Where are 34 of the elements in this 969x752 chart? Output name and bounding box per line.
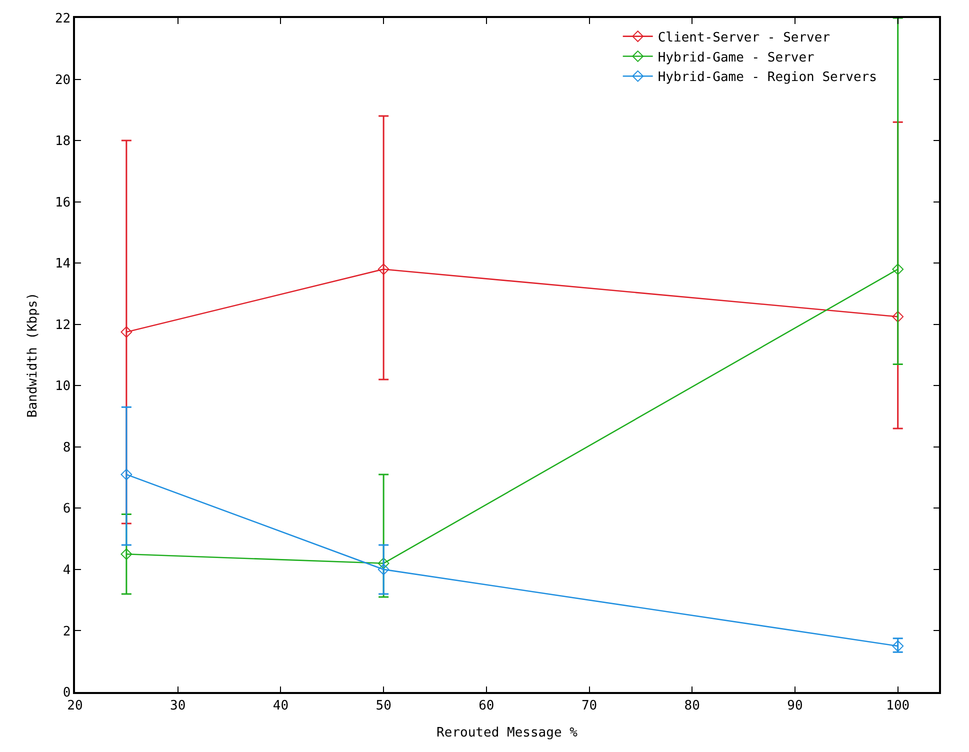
- x-tick-label: 90: [787, 698, 803, 714]
- legend-label: Client-Server - Server: [658, 30, 830, 46]
- point: [378, 264, 390, 275]
- legend-label: Hybrid-Game - Server: [658, 50, 815, 66]
- point: [892, 640, 904, 652]
- point: [120, 326, 132, 338]
- x-tick-label: 60: [478, 698, 494, 714]
- y-tick-label: 14: [54, 256, 71, 272]
- point: [892, 311, 904, 322]
- point: [378, 564, 390, 576]
- y-tick-label: 16: [54, 195, 71, 210]
- y-tick-label: 18: [54, 134, 71, 150]
- legend-label: Hybrid-Game - Region Servers: [658, 70, 877, 86]
- x-axis-title: Rerouted Message %: [436, 725, 578, 740]
- point: [120, 468, 132, 480]
- y-tick-label: 0: [62, 686, 71, 701]
- x-tick-label: 80: [684, 698, 700, 714]
- y-axis-title: Bandwidth (Kbps): [25, 292, 40, 418]
- y-tick-label: 12: [54, 318, 71, 333]
- y-tick-label: 4: [62, 563, 71, 578]
- x-tick-label: 100: [886, 698, 910, 714]
- point: [378, 558, 390, 570]
- x-tick-label: 70: [581, 698, 598, 714]
- y-tick-label: 8: [62, 440, 71, 456]
- y-tick-label: 20: [54, 72, 71, 88]
- y-tick-label: 2: [62, 624, 71, 640]
- y-tick-label: 22: [54, 12, 71, 27]
- point: [892, 264, 904, 275]
- y-tick-label: 10: [54, 379, 71, 394]
- x-tick-label: 40: [272, 698, 289, 714]
- x-tick-label: 50: [376, 698, 392, 714]
- y-tick-label: 6: [62, 502, 71, 517]
- x-tick-label: 30: [170, 698, 186, 714]
- point: [120, 548, 132, 560]
